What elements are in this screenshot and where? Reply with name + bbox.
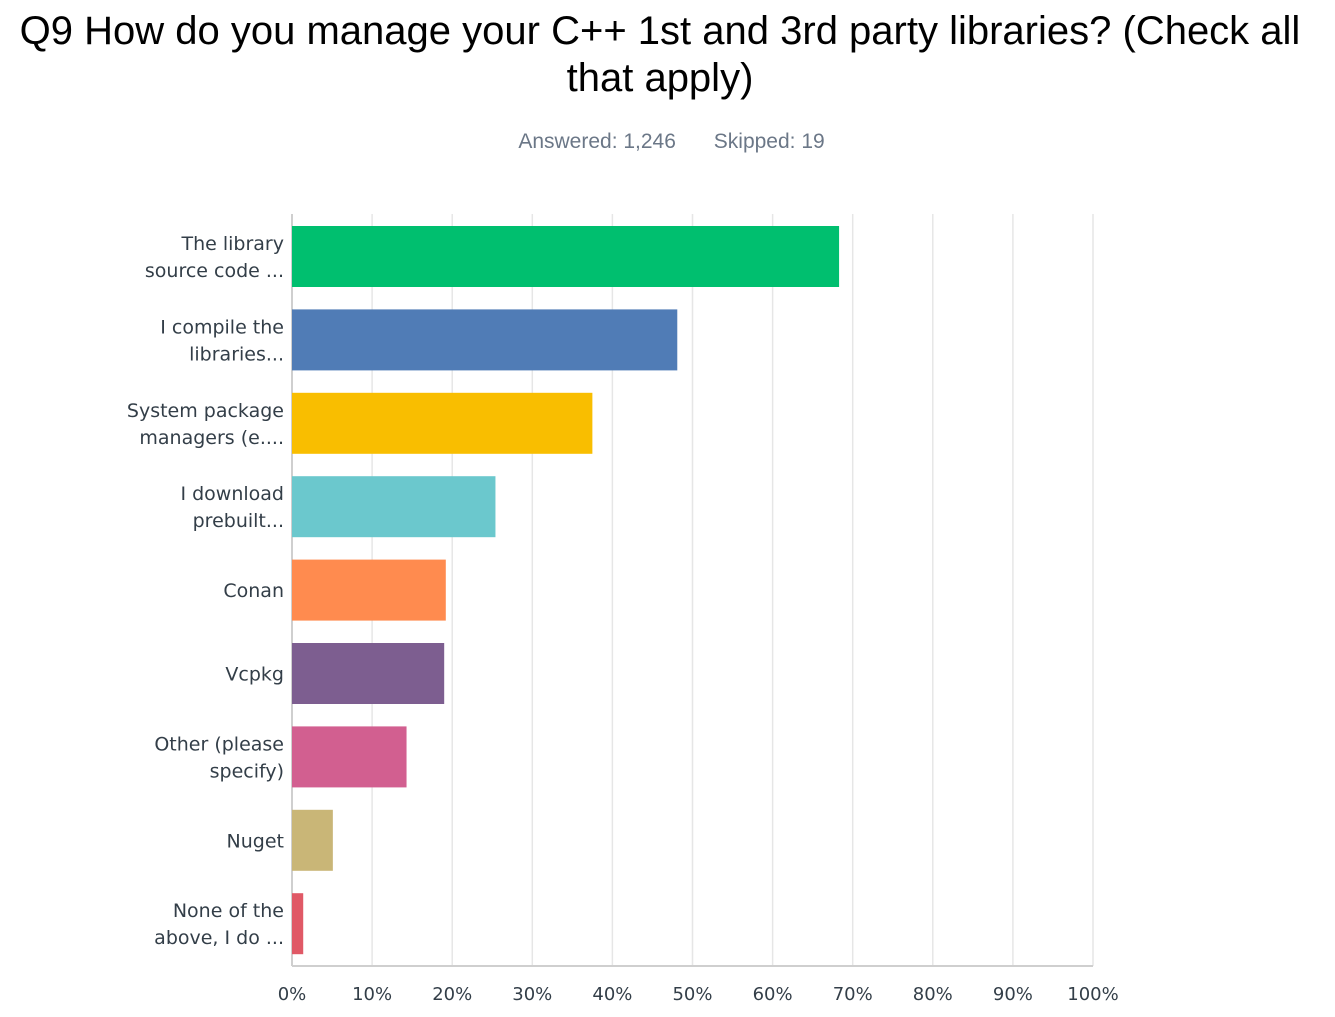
category-label: Conan [223,580,284,602]
x-axis-ticks: 0% 10% 20% 30% 40% 50% 60% 70% 80% 90% 100% [278,984,1119,1005]
x-tick-label: 60% [753,984,793,1005]
bar [292,726,407,788]
skipped-count: Skipped: 19 [713,130,825,153]
x-tick-label: 0% [278,984,307,1005]
category-label: Nuget [227,830,284,852]
x-tick-label: 10% [352,984,392,1005]
bar [292,309,678,371]
category-label: Other (please specify) [154,733,284,782]
x-tick-label: 50% [672,984,712,1005]
bar [292,226,840,287]
x-tick-label: 20% [432,984,472,1005]
bar [292,392,593,454]
bars [292,226,840,955]
x-tick-label: 100% [1067,984,1118,1005]
x-tick-label: 70% [833,984,873,1005]
x-tick-label: 80% [913,984,953,1005]
response-stats: Answered: 1,246 Skipped: 19 [0,130,1335,154]
bar [292,559,446,621]
category-label: Vcpkg [225,664,284,686]
bar [292,476,496,538]
bar [292,893,304,955]
x-tick-label: 40% [592,984,632,1005]
category-labels: The library source code ... I compile the l… [127,233,284,949]
category-label: The library source code ... [145,233,284,282]
category-label: I download prebuilt... [180,483,284,532]
bar [292,809,333,871]
category-label: I compile the libraries... [160,316,284,365]
category-label: None of the above, I do ... [154,900,284,949]
x-tick-label: 30% [512,984,552,1005]
bar [292,643,445,704]
x-tick-label: 90% [993,984,1033,1005]
page-title: Q9 How do you manage your C++ 1st and 3r… [19,9,1301,100]
answered-count: Answered: 1,246 [518,130,676,153]
category-label: System package managers (e.... [127,400,284,449]
